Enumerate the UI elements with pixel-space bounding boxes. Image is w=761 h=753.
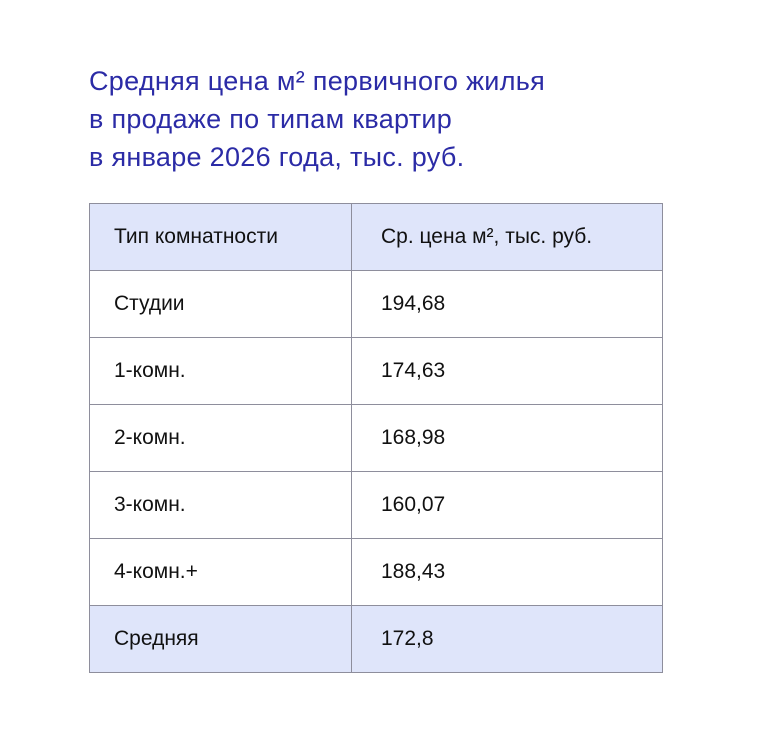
table-header-row: Тип комнатности Ср. цена м², тыс. руб. xyxy=(89,203,663,271)
row-type: 3-комн. xyxy=(89,471,352,539)
chart-title: Средняя цена м² первичного жилья в прода… xyxy=(89,62,729,176)
column-header-type: Тип комнатности xyxy=(89,203,352,271)
price-table: Тип комнатности Ср. цена м², тыс. руб. С… xyxy=(89,203,663,673)
row-type: 1-комн. xyxy=(89,337,352,405)
table-row: 3-комн. 160,07 xyxy=(89,471,663,539)
table-total-row: Средняя 172,8 xyxy=(89,605,663,673)
title-line: в продаже по типам квартир xyxy=(89,104,453,134)
title-line: Средняя цена м² первичного жилья xyxy=(89,66,546,96)
row-type: Студии xyxy=(89,270,352,338)
table-row: 4-комн.+ 188,43 xyxy=(89,538,663,606)
total-label: Средняя xyxy=(89,605,352,673)
total-value: 172,8 xyxy=(351,605,663,673)
row-price: 160,07 xyxy=(351,471,663,539)
row-type: 2-комн. xyxy=(89,404,352,472)
column-header-price: Ср. цена м², тыс. руб. xyxy=(351,203,663,271)
table-row: Студии 194,68 xyxy=(89,270,663,338)
row-price: 174,63 xyxy=(351,337,663,405)
row-price: 194,68 xyxy=(351,270,663,338)
row-price: 168,98 xyxy=(351,404,663,472)
table-row: 1-комн. 174,63 xyxy=(89,337,663,405)
table-row: 2-комн. 168,98 xyxy=(89,404,663,472)
row-price: 188,43 xyxy=(351,538,663,606)
title-line: в январе 2026 года, тыс. руб. xyxy=(89,142,465,172)
row-type: 4-комн.+ xyxy=(89,538,352,606)
